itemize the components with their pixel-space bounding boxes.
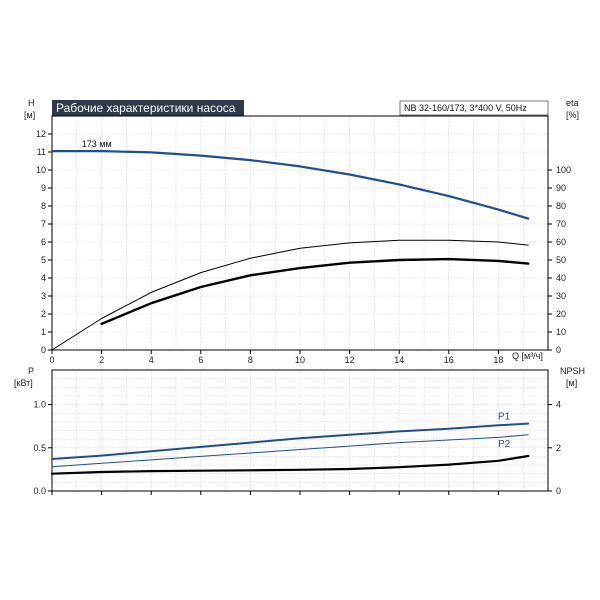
y-left-tick-label: 8	[41, 201, 46, 211]
y-right-tick-label: 90	[556, 183, 566, 193]
x-tick-label: 2	[99, 355, 104, 365]
npsh-axis-label: NPSH	[560, 366, 585, 376]
y-left-tick-label: 0	[41, 345, 46, 355]
npsh-curve	[50, 454, 530, 475]
p2-curve	[51, 434, 529, 468]
y-right-tick-label: 50	[556, 255, 566, 265]
impeller-diameter-label: 173 мм	[82, 139, 112, 149]
title-background	[52, 100, 244, 116]
y-right-tick-label: 100	[556, 165, 571, 175]
p-tick-label: 1.0	[33, 400, 46, 410]
model-label: NB 32-160/173, 3*400 V, 50Hz	[404, 103, 527, 113]
x-tick-label: 4	[149, 355, 154, 365]
x-tick-label: 8	[248, 355, 253, 365]
grid-bottom	[51, 369, 549, 492]
npsh-tick-label: 2	[556, 443, 561, 453]
p-tick-label: 0.0	[33, 486, 46, 496]
x-tick-label: 6	[198, 355, 203, 365]
y-left-tick-label: 11	[37, 147, 46, 157]
y-left-tick-label: 6	[41, 237, 46, 247]
x-tick-label: 10	[295, 355, 305, 365]
npsh-tick-label: 0	[556, 486, 561, 496]
y-left-tick-label: 1	[41, 327, 46, 337]
y-right-tick-label: 60	[556, 237, 566, 247]
x-axis-label: Q [м³/ч]	[512, 351, 543, 361]
p1-series-label: P1	[498, 412, 511, 423]
y-left-tick-label: 5	[41, 255, 46, 265]
y-right-tick-label: 0	[556, 345, 561, 355]
p1-curve	[51, 422, 530, 460]
bottom-curves	[50, 422, 530, 475]
top-axes: 0 2 4 6 8 10 12 14 16 180123456789101112010203040…	[36, 115, 571, 365]
y-right-tick-label: 40	[556, 273, 566, 283]
x-tick-label: 14	[394, 355, 404, 365]
y-left-tick-label: 3	[41, 291, 46, 301]
y-left-tick-label: 12	[36, 129, 46, 139]
y-left-axis-label: H	[28, 98, 35, 108]
model-box	[399, 100, 549, 116]
npsh-tick-label: 4	[556, 400, 561, 410]
chart-title: Рабочие характеристики насоса	[56, 101, 236, 115]
head-curve	[50, 150, 530, 220]
x-tick-label: 18	[493, 355, 503, 365]
y-right-tick-label: 30	[556, 291, 566, 301]
bottom-axes: 0.0 0.5 1.0 0 2 4	[33, 369, 561, 496]
efficiency-curve-thin	[51, 239, 529, 351]
y-left-tick-label: 7	[41, 219, 46, 229]
x-tick-label: 16	[444, 355, 454, 365]
labels: H [м] eta [%] Q [м³/ч] 173 мм P [кВт] NPSH [м] P1 P…	[14, 98, 585, 450]
y-right-tick-label: 20	[556, 309, 566, 319]
x-tick-label: 0	[49, 355, 54, 365]
top-curves	[50, 150, 530, 351]
y-right-tick-label: 10	[556, 327, 566, 337]
npsh-axis-unit: [м]	[566, 378, 577, 388]
y-right-tick-label: 80	[556, 201, 566, 211]
efficiency-curve-bold	[100, 257, 530, 326]
y-left-tick-label: 4	[41, 273, 46, 283]
y-right-tick-label: 70	[556, 219, 566, 229]
y-left-tick-label: 9	[41, 183, 46, 193]
y-left-axis-unit: [м]	[24, 110, 35, 120]
y-left-tick-label: 2	[41, 309, 46, 319]
p-axis-unit: [кВт]	[14, 378, 33, 388]
y-right-axis-unit: [%]	[566, 110, 579, 120]
y-left-tick-label: 10	[36, 165, 46, 175]
x-tick-label: 12	[345, 355, 355, 365]
p-tick-label: 0.5	[33, 443, 46, 453]
p-axis-label: P	[28, 366, 34, 376]
y-right-axis-label: eta	[566, 98, 579, 108]
p2-series-label: P2	[498, 439, 511, 450]
